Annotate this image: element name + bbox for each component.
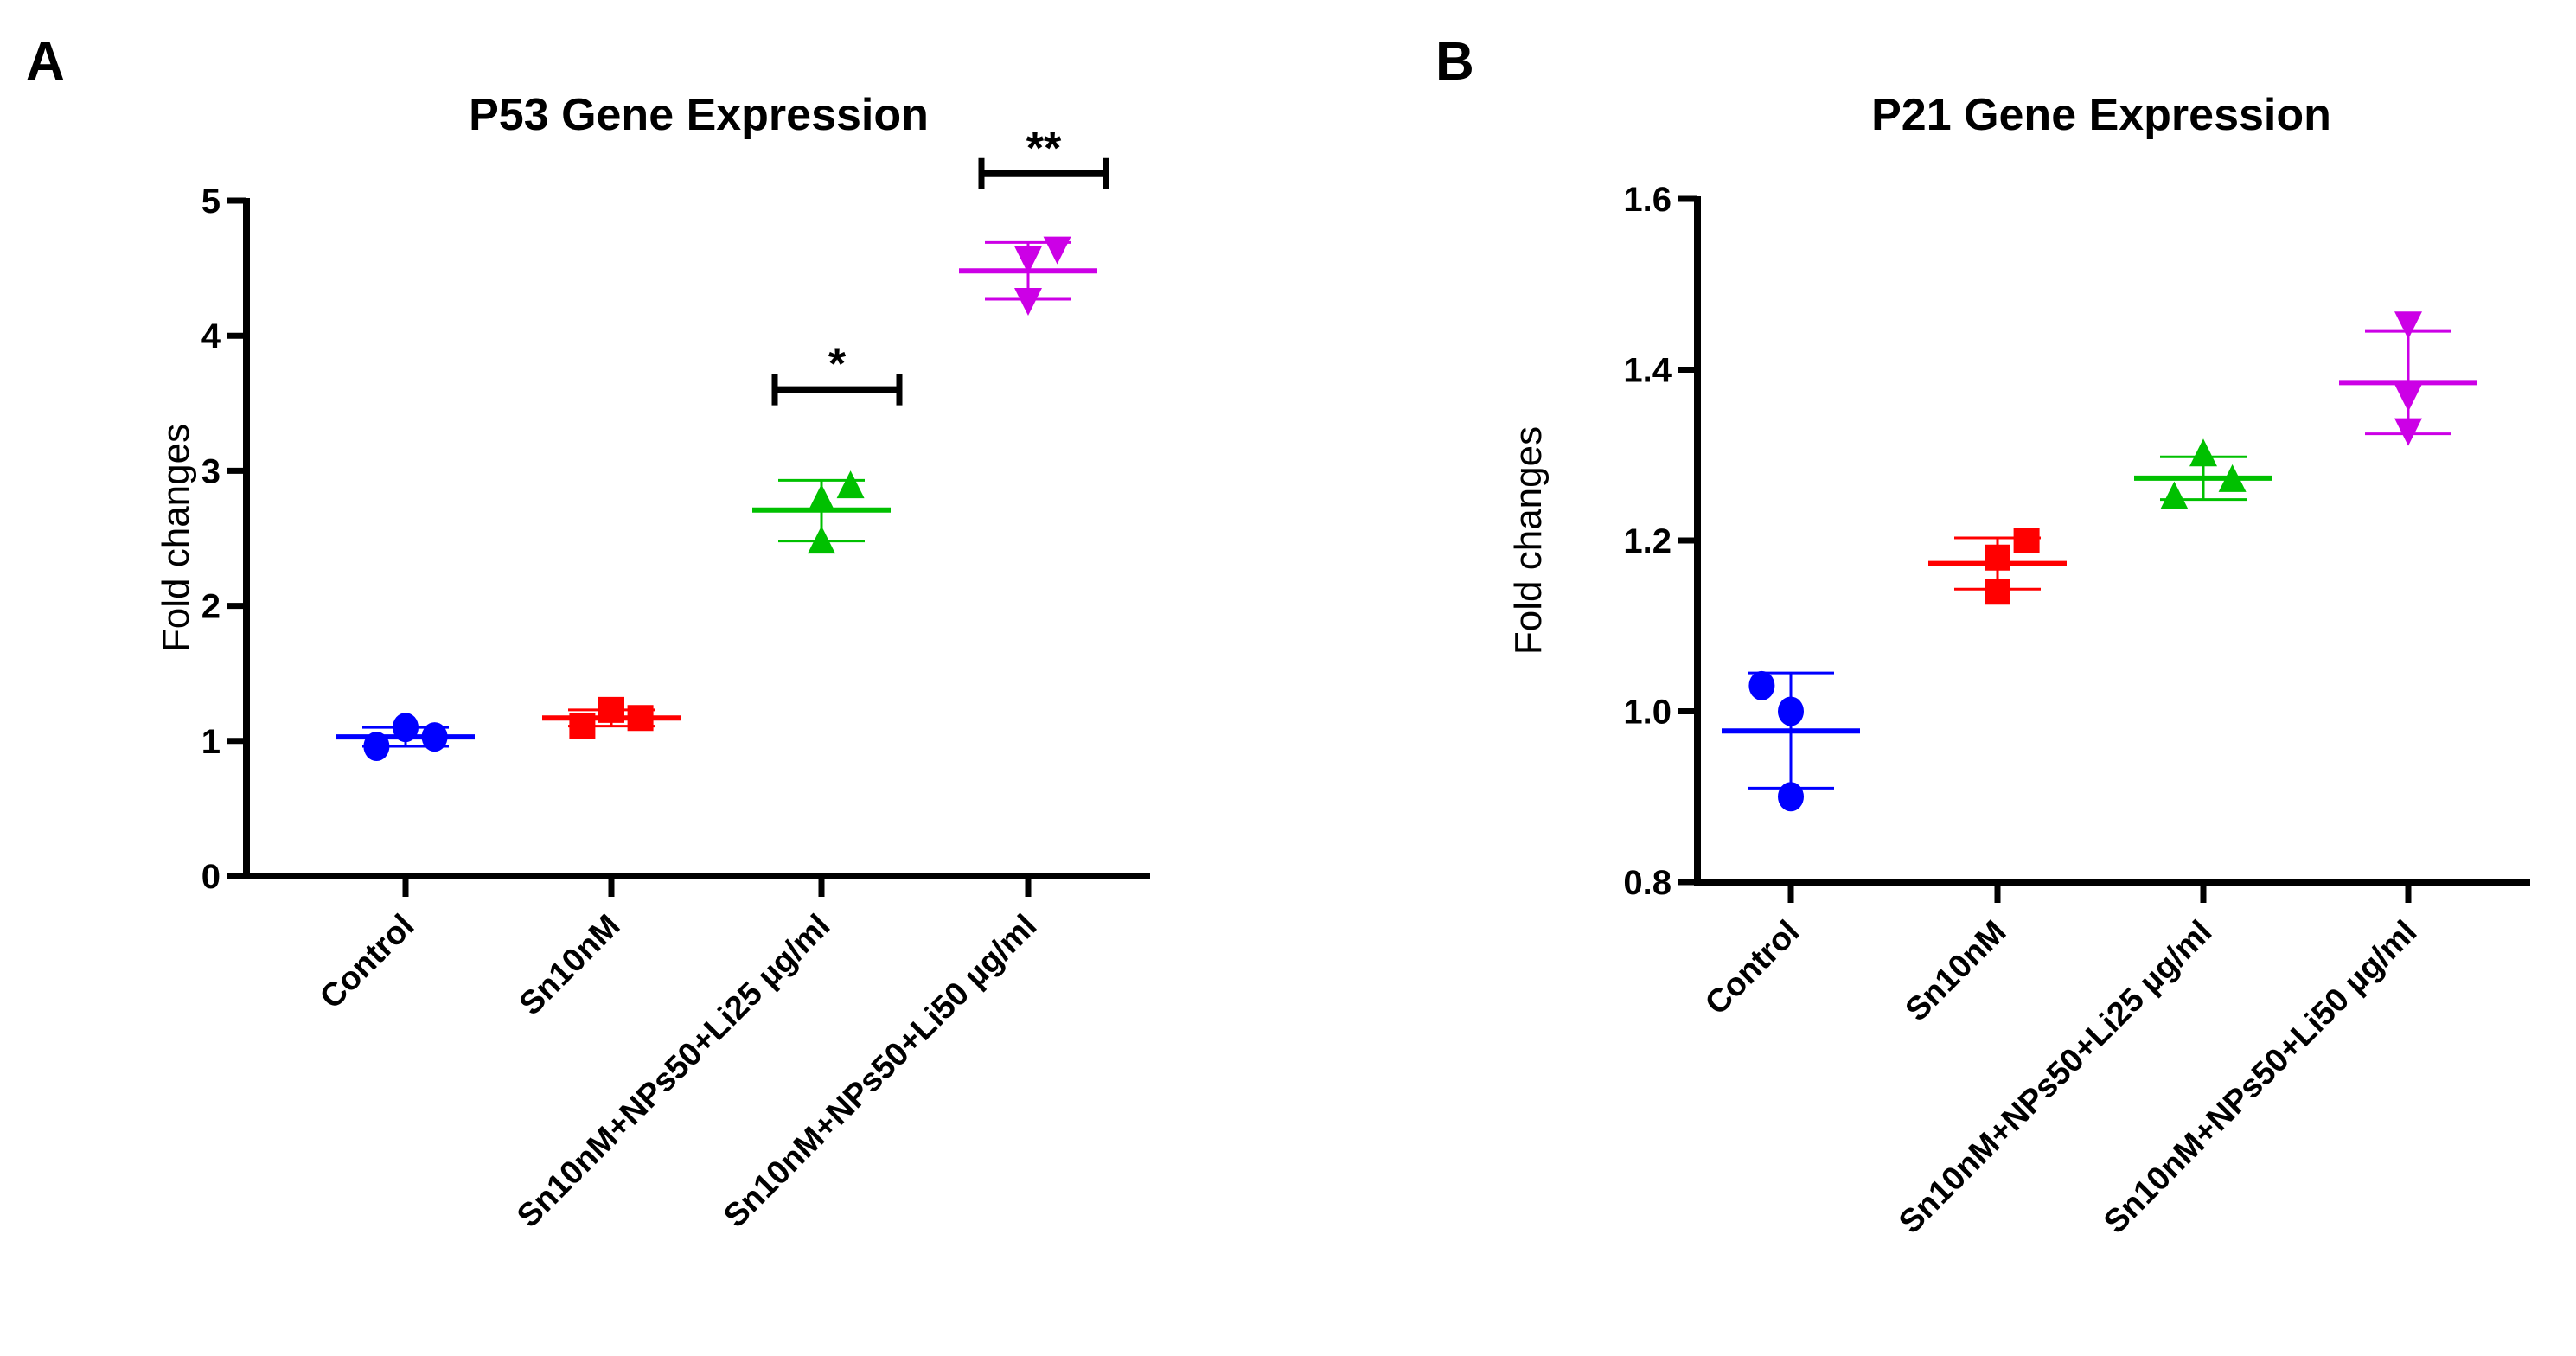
data-point-circle (1778, 696, 1804, 726)
chart-title: P53 Gene Expression (469, 90, 929, 140)
data-point-square (627, 705, 654, 732)
significance-bracket: ** (978, 124, 1109, 189)
series-sn10nm-nps50-li25-g-ml (2134, 438, 2272, 509)
data-point-triangle-up (2189, 438, 2217, 467)
data-point-triangle-up (808, 526, 835, 554)
chart-title: P21 Gene Expression (1871, 90, 2331, 140)
series-sn10nm-nps50-li25-g-ml (752, 470, 891, 554)
y-tick-label: 2 (201, 588, 221, 626)
y-tick-label: 1.0 (1623, 694, 1672, 732)
data-point-square (1985, 544, 2010, 571)
y-tick-label: 5 (201, 182, 221, 221)
y-axis-label: Fold changes (1507, 426, 1550, 655)
data-point-triangle-down (1014, 288, 1042, 317)
series-control (1722, 670, 1860, 812)
data-point-triangle-up (836, 470, 865, 499)
data-point-square (1985, 579, 2010, 605)
data-point-circle (363, 732, 390, 762)
significance-label: ** (1026, 124, 1062, 174)
data-point-triangle-up (808, 483, 835, 512)
data-point-triangle-down (2394, 418, 2422, 446)
series-sn10nm-nps50-li50-g-ml (2339, 311, 2477, 446)
data-point-triangle-up (2218, 464, 2247, 492)
series-sn10nm (542, 696, 681, 739)
panel-letter: A (26, 32, 65, 92)
significance-label: * (828, 340, 847, 390)
data-point-square (569, 713, 596, 739)
y-axis-label: Fold changes (155, 424, 197, 652)
panel-a-p53: A P53 Gene Expression Fold changes 0 1 2 3 4… (26, 32, 1150, 1235)
data-point-triangle-down (1043, 236, 1071, 265)
data-point-circle (421, 722, 448, 752)
y-tick-label: 1.2 (1623, 522, 1672, 560)
x-tick-label: Sn10nM (513, 908, 628, 1023)
series-sn10nm (1928, 528, 2067, 605)
y-tick-label: 1.6 (1623, 181, 1672, 219)
y-tick-label: 4 (201, 317, 221, 355)
series-control (336, 713, 475, 762)
data-point-triangle-up (2160, 481, 2189, 509)
panel-b-p21: B P21 Gene Expression Fold changes 0.8 1.… (1435, 32, 2530, 1241)
data-point-square (2013, 528, 2040, 553)
data-point-triangle-down (2394, 384, 2422, 413)
data-point-square (598, 696, 624, 723)
data-point-circle (1748, 670, 1775, 700)
data-point-circle (1778, 782, 1804, 812)
data-point-triangle-down (2394, 311, 2422, 340)
y-tick-label: 0 (201, 858, 221, 896)
y-tick-label: 0.8 (1623, 864, 1672, 902)
panel-letter: B (1435, 32, 1474, 92)
x-tick-label: Sn10nM (1899, 914, 2014, 1029)
series-sn10nm-nps50-li50-g-ml (959, 236, 1097, 317)
x-tick-label: Control (313, 908, 421, 1016)
significance-bracket: * (771, 340, 903, 406)
data-point-circle (393, 713, 419, 743)
y-tick-label: 3 (201, 452, 221, 490)
y-tick-label: 1.4 (1623, 352, 1672, 390)
x-tick-label: Control (1698, 914, 1806, 1022)
data-point-triangle-down (1014, 246, 1042, 274)
y-tick-label: 1 (201, 723, 221, 761)
